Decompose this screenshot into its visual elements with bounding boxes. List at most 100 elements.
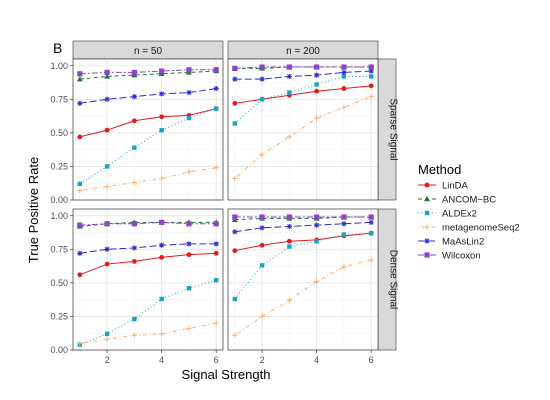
series-line: [234, 221, 372, 233]
data-point: [232, 214, 238, 220]
series-linda: [77, 250, 219, 278]
series-line: [234, 259, 372, 336]
data-point: [341, 86, 347, 91]
legend: LinDA ANCOM−BC ALDEx2 metagenomeSeq2 MaAsLin…: [418, 181, 520, 262]
series-line: [79, 69, 217, 75]
facet-row-label: Sparse Signal: [388, 98, 399, 160]
data-point: [213, 221, 219, 227]
series-maaslin2: [77, 241, 219, 256]
data-point: [186, 89, 192, 96]
y-tick-label: 0.25: [50, 162, 68, 172]
data-point: [77, 250, 83, 256]
panel-border: [227, 208, 379, 351]
series-metagenomeseq2: [232, 257, 374, 338]
data-point: [259, 76, 265, 82]
data-point: [104, 331, 110, 337]
legend-marker: [424, 196, 430, 202]
data-point: [286, 64, 292, 70]
series-maaslin2: [77, 85, 219, 106]
data-point: [259, 225, 265, 231]
data-point: [213, 165, 219, 171]
data-point: [232, 332, 238, 338]
data-point: [159, 114, 165, 120]
data-point: [314, 222, 320, 228]
data-point: [368, 219, 374, 226]
data-point: [131, 221, 137, 227]
series-line: [234, 85, 372, 104]
data-point: [131, 245, 137, 251]
facet-panels: n = 50 n = 200 Sparse Signal Dense Signal 0.…: [50, 40, 399, 365]
data-point: [186, 221, 192, 227]
data-point: [314, 82, 319, 87]
legend-item: MaAsLin2: [418, 237, 484, 248]
series-line: [234, 70, 372, 80]
y-tick-label: 0.75: [50, 244, 68, 254]
series-aldex2: [77, 106, 219, 187]
data-point: [259, 263, 265, 268]
y-tick-label: 0.25: [50, 312, 68, 322]
data-point: [76, 76, 83, 82]
series-line: [79, 252, 217, 276]
data-point: [77, 272, 83, 278]
series-line: [79, 243, 217, 254]
data-point: [341, 232, 347, 237]
series-line: [79, 221, 217, 227]
data-point: [104, 127, 110, 133]
series-line: [79, 279, 217, 346]
series-aldex2: [232, 230, 374, 302]
series-line: [234, 96, 372, 179]
data-point: [341, 264, 347, 270]
data-point: [314, 88, 320, 94]
data-point: [314, 72, 320, 78]
data-point: [131, 94, 137, 100]
data-point: [341, 221, 347, 227]
data-point: [232, 248, 238, 254]
data-point: [77, 340, 83, 346]
data-point: [314, 115, 320, 121]
data-point: [287, 244, 292, 249]
data-point: [286, 238, 292, 244]
x-tick-label: 6: [369, 355, 374, 365]
legend-marker: [424, 182, 430, 188]
data-point: [186, 169, 192, 175]
data-point: [213, 241, 219, 247]
data-point: [131, 69, 137, 76]
data-point: [186, 325, 192, 332]
data-point: [259, 97, 265, 102]
series-wilcoxon: [232, 214, 374, 220]
data-point: [77, 100, 83, 106]
data-point: [314, 239, 319, 244]
data-point: [286, 297, 292, 303]
legend-marker: [424, 210, 430, 216]
facet-panel: [227, 58, 379, 201]
data-point: [368, 83, 374, 89]
y-tick-label: 0.50: [50, 278, 68, 288]
data-point: [104, 73, 111, 79]
series-aldex2: [232, 74, 374, 126]
y-tick-label: 0.00: [50, 345, 68, 355]
data-point: [232, 100, 238, 106]
data-point: [131, 118, 137, 124]
data-point: [287, 90, 292, 95]
x-tick-label: 4: [314, 355, 319, 365]
x-tick-label: 4: [159, 355, 164, 365]
data-point: [186, 115, 192, 121]
data-point: [341, 74, 347, 79]
data-point: [368, 68, 374, 74]
data-point: [314, 214, 320, 220]
data-point: [77, 181, 83, 187]
legend-marker: [424, 252, 430, 258]
data-point: [259, 64, 265, 70]
legend-label: ALDEx2: [442, 209, 477, 220]
legend-marker: [424, 238, 430, 244]
data-point: [259, 242, 265, 248]
series-line: [79, 70, 217, 80]
data-point: [104, 96, 110, 102]
legend-label: Wilcoxon: [442, 251, 481, 262]
data-point: [368, 257, 374, 263]
data-point: [259, 151, 265, 157]
data-point: [286, 73, 292, 80]
panel-background: [73, 209, 223, 350]
data-point: [159, 219, 165, 226]
